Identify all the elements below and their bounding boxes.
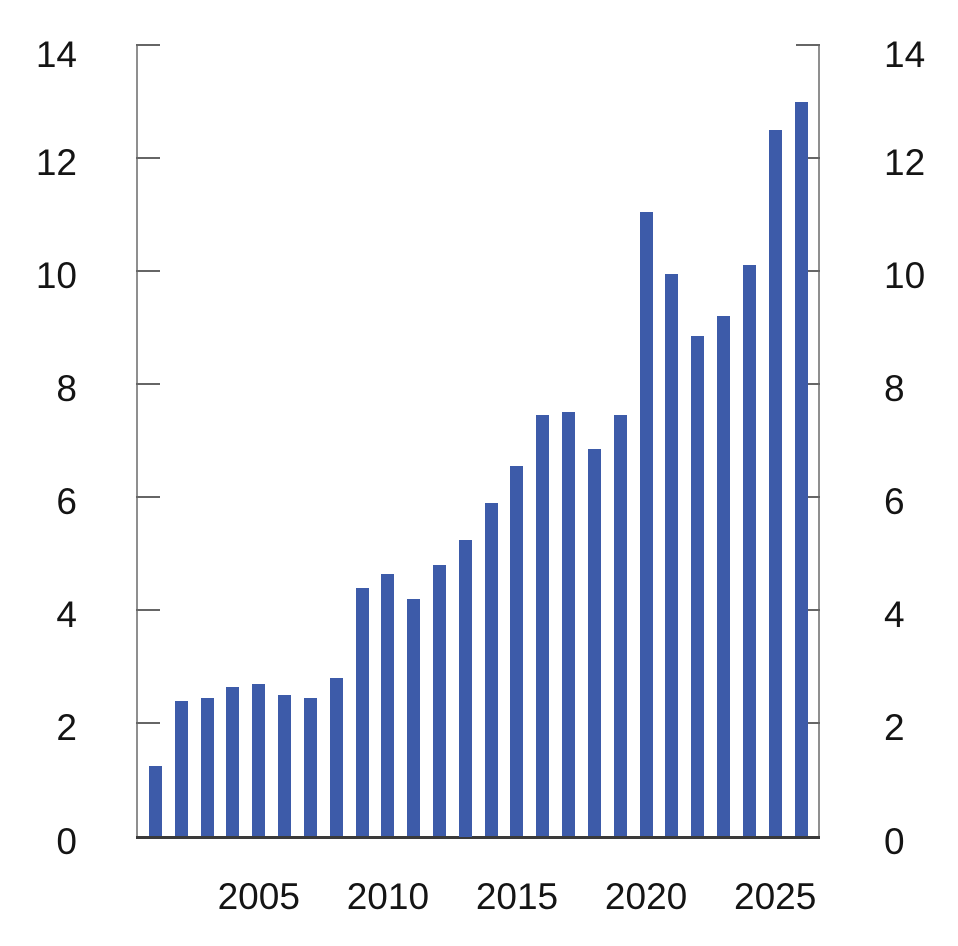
bar-2006 — [278, 695, 292, 837]
x-axis-label-2005: 2005 — [217, 876, 300, 917]
y-axis-label-left-0: 0 — [56, 821, 77, 862]
y-axis-label-left-8: 8 — [56, 368, 77, 409]
bar-2018 — [587, 449, 601, 837]
bar-2010 — [381, 573, 395, 837]
y-axis-label-left-12: 12 — [35, 142, 77, 183]
bar-2012 — [433, 565, 447, 837]
bar-2022 — [691, 336, 705, 837]
bar-2024 — [742, 265, 756, 837]
bar-2007 — [303, 697, 317, 837]
y-tick-left-2 — [136, 722, 160, 724]
bar-2002 — [174, 700, 188, 837]
y-tick-right-8 — [796, 383, 820, 385]
y-axis-label-left-10: 10 — [35, 255, 77, 296]
y-axis-label-right-0: 0 — [884, 821, 905, 862]
x-axis-label-2020: 2020 — [604, 876, 688, 917]
y-axis-label-right-14: 14 — [884, 34, 926, 75]
y-tick-left-8 — [136, 383, 160, 385]
bar-2014 — [484, 502, 498, 837]
x-axis-label-2010: 2010 — [346, 876, 430, 917]
y-tick-left-4 — [136, 609, 160, 611]
bar-2026 — [794, 101, 808, 837]
bar-2003 — [200, 697, 214, 837]
x-axis-baseline — [136, 836, 820, 839]
y-axis-left-line — [136, 45, 138, 839]
y-axis-label-left-6: 6 — [56, 481, 77, 522]
y-tick-right-12 — [796, 157, 820, 159]
y-tick-right-14 — [796, 44, 820, 46]
y-axis-label-left-4: 4 — [56, 594, 77, 635]
x-axis-label-2025: 2025 — [734, 876, 817, 917]
y-axis-label-right-10: 10 — [884, 255, 926, 296]
bar-2009 — [355, 587, 369, 837]
y-axis-right-line — [818, 45, 820, 839]
y-tick-right-4 — [796, 609, 820, 611]
y-tick-left-14 — [136, 44, 160, 46]
y-axis-label-right-8: 8 — [884, 368, 905, 409]
y-axis-label-right-6: 6 — [884, 481, 905, 522]
bar-2023 — [717, 316, 731, 837]
y-tick-left-10 — [136, 270, 160, 272]
bar-2013 — [458, 539, 472, 837]
bar-2021 — [665, 273, 679, 837]
y-axis-label-right-4: 4 — [884, 594, 905, 635]
bar-2004 — [226, 686, 240, 837]
y-tick-left-6 — [136, 496, 160, 498]
bar-2015 — [510, 466, 524, 837]
bar-2005 — [252, 683, 266, 837]
y-tick-right-2 — [796, 722, 820, 724]
bar-2020 — [639, 211, 653, 837]
x-axis-label-2015: 2015 — [475, 876, 559, 917]
bar-2025 — [768, 129, 782, 837]
bar-2011 — [407, 599, 421, 837]
y-axis-label-right-2: 2 — [884, 707, 905, 748]
bar-2001 — [149, 765, 162, 837]
bar-2017 — [562, 412, 576, 837]
y-tick-right-10 — [796, 270, 820, 272]
bar-2008 — [329, 678, 343, 837]
y-axis-label-left-2: 2 — [56, 707, 77, 748]
y-axis-label-right-12: 12 — [884, 142, 926, 183]
y-tick-left-12 — [136, 157, 160, 159]
y-axis-label-left-14: 14 — [35, 34, 77, 75]
bar-2019 — [613, 415, 627, 837]
bar-2016 — [536, 415, 550, 837]
y-tick-right-6 — [796, 496, 820, 498]
